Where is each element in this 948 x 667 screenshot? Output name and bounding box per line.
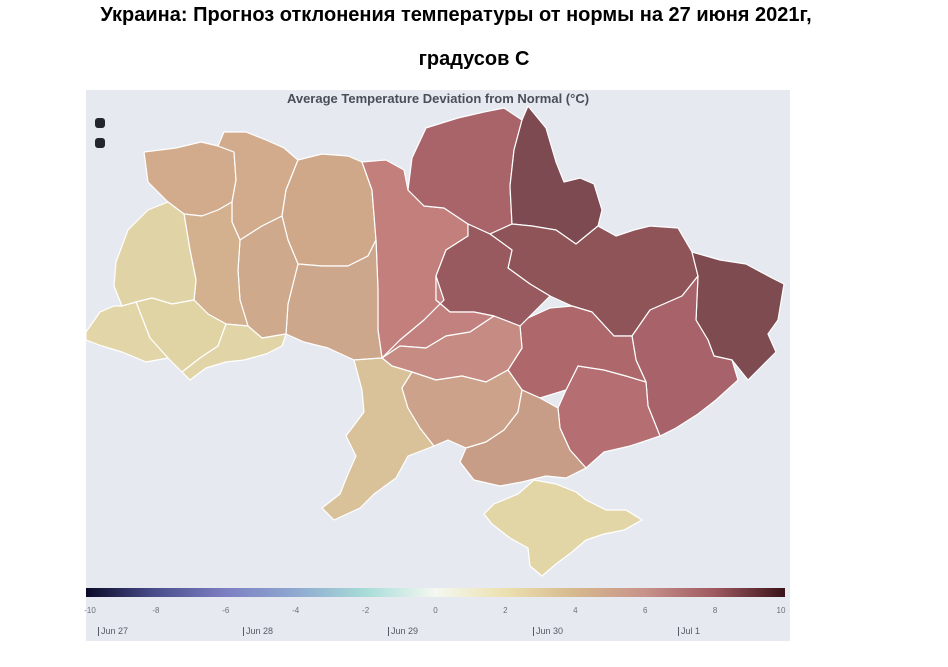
colorbar-tick-label: -4 [292, 606, 300, 615]
colorbar [86, 588, 785, 597]
timeline-date[interactable]: Jun 30 [533, 627, 563, 636]
zoom-out-button[interactable] [95, 138, 105, 148]
map-title: Average Temperature Deviation from Norma… [286, 91, 590, 106]
colorbar-tick-label: 6 [642, 606, 648, 615]
colorbar-tick-label: 10 [776, 606, 786, 615]
colorbar-tick-label: -8 [152, 606, 160, 615]
region-vinnytsia[interactable] [285, 239, 383, 361]
timeline-date[interactable]: Jul 1 [678, 627, 700, 636]
region-donetsk[interactable] [631, 275, 739, 437]
region-volyn[interactable] [143, 141, 237, 217]
page-title-line-1: Украина: Прогноз отклонения температуры … [100, 4, 812, 26]
colorbar-tick-label: -2 [362, 606, 370, 615]
timeline-date[interactable]: Jun 27 [98, 627, 128, 636]
region-chernivtsi[interactable] [181, 323, 287, 381]
colorbar-tick-label: 2 [503, 606, 508, 615]
region-kherson[interactable] [459, 389, 587, 487]
page-title-line-2: градусов С [418, 48, 530, 70]
colorbar-tick-label: -10 [84, 606, 96, 615]
region-crimea[interactable] [483, 479, 643, 577]
colorbar-tick-label: 0 [433, 606, 438, 615]
colorbar-tick-label: 4 [573, 606, 578, 615]
timeline-date[interactable]: Jun 28 [243, 627, 273, 636]
region-zakarpattia[interactable] [86, 301, 169, 363]
colorbar-gradient [86, 588, 785, 597]
region-lviv[interactable] [113, 201, 197, 307]
region-sumy[interactable] [509, 105, 603, 245]
ukraine-map[interactable] [86, 90, 790, 590]
colorbar-tick-label: -6 [222, 606, 230, 615]
timeline-date[interactable]: Jun 29 [388, 627, 418, 636]
region-zhytomyr[interactable] [281, 153, 377, 267]
map-panel[interactable]: Average Temperature Deviation from Norma… [84, 90, 790, 641]
zoom-in-button[interactable] [95, 118, 105, 128]
colorbar-tick-label: 8 [712, 606, 718, 615]
